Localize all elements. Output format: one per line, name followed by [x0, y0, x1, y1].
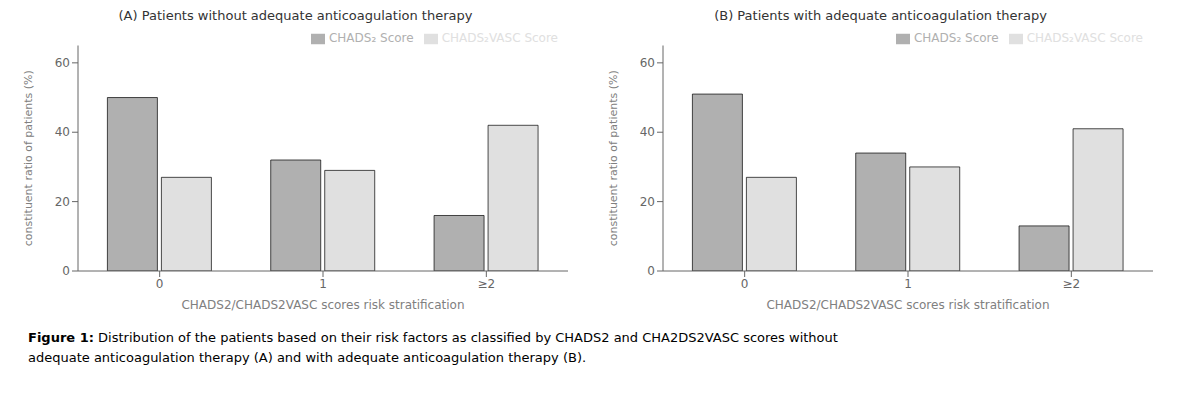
html-text:CHADS₂ Score: CHADS₂ Score — [913, 31, 999, 45]
html-text:Figure 1: Distribution of the: Figure 1: Distribution of the patients b… — [28, 330, 838, 345]
svg-text:constituent ratio of patients: constituent ratio of patients (%) — [607, 70, 620, 246]
svg-text:0: 0 — [741, 277, 749, 291]
svg-text:1: 1 — [904, 277, 912, 291]
svg-text:20: 20 — [55, 195, 70, 209]
svg-text:40: 40 — [640, 125, 655, 139]
svg-text:CHADS2/CHADS2VASC scores risk: CHADS2/CHADS2VASC scores risk stratifica… — [766, 298, 1049, 312]
html-text:CHADS₂VASC Score: CHADS₂VASC Score — [441, 31, 558, 45]
html-text:(A) Patients without adequate: (A) Patients without adequate anticoagul… — [118, 8, 473, 23]
svg-text:0: 0 — [647, 264, 655, 278]
svg-text:40: 40 — [55, 125, 70, 139]
svg-text:0: 0 — [62, 264, 70, 278]
svg-text:≥2: ≥2 — [477, 277, 495, 291]
svg-text:60: 60 — [640, 56, 655, 70]
html-text:CHADS₂VASC Score: CHADS₂VASC Score — [1026, 31, 1143, 45]
html-text:(B) Patients with adequate ant: (B) Patients with adequate anticoagulati… — [714, 8, 1047, 23]
html-text:adequate anticoagulation thera: adequate anticoagulation therapy (A) and… — [28, 350, 587, 365]
svg-text:constituent ratio of patients: constituent ratio of patients (%) — [22, 70, 35, 246]
svg-text:0: 0 — [156, 277, 164, 291]
svg-text:60: 60 — [55, 56, 70, 70]
svg-text:CHADS2/CHADS2VASC scores risk: CHADS2/CHADS2VASC scores risk stratifica… — [181, 298, 464, 312]
html-text:CHADS₂ Score: CHADS₂ Score — [328, 31, 414, 45]
svg-text:≥2: ≥2 — [1062, 277, 1080, 291]
svg-text:20: 20 — [640, 195, 655, 209]
svg-text:1: 1 — [319, 277, 327, 291]
